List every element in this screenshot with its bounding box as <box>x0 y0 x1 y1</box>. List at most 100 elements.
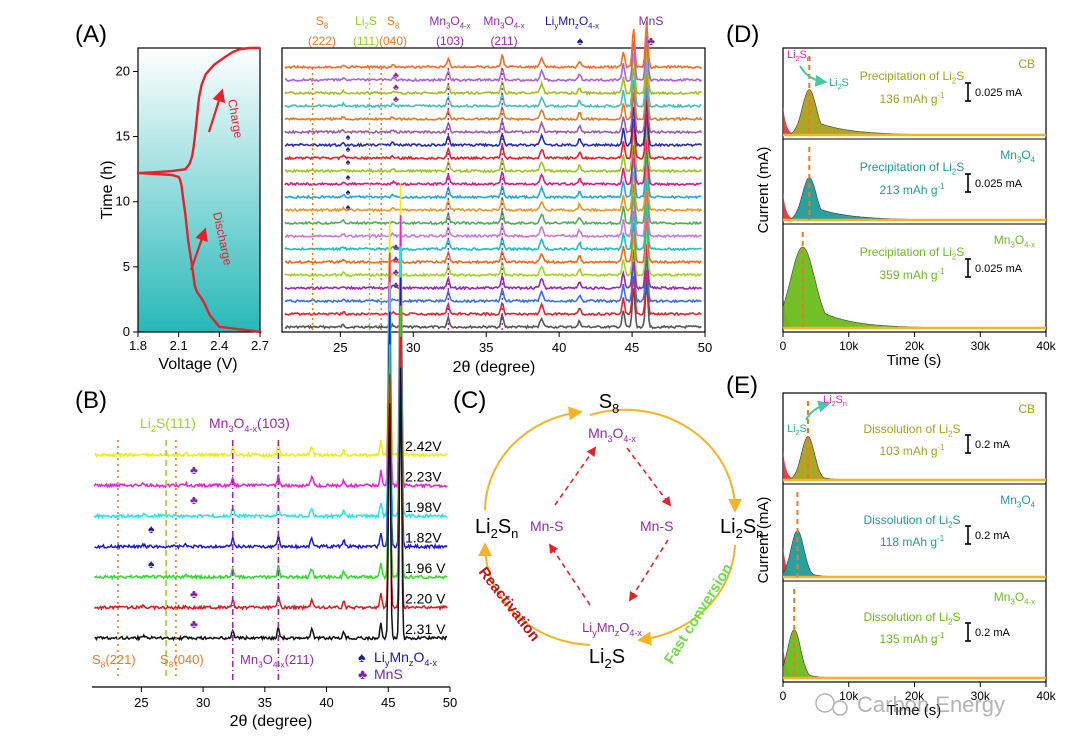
xrd-a-pattern <box>284 269 702 317</box>
xrd-a-pattern <box>284 61 702 109</box>
scale-bar-label: 0.2 mA <box>975 439 1011 451</box>
reflection-label: Mn3O4-x <box>429 14 470 30</box>
club-icon: ♣ <box>393 267 399 277</box>
xrd-a-pattern <box>284 255 702 304</box>
legend-mns: MnS <box>374 666 403 682</box>
xrd-a-pattern <box>284 203 702 252</box>
inset-to-label: Li2Sn <box>823 394 847 408</box>
xrd-a-pattern <box>284 113 702 161</box>
voltage-tick-label: 2.1 <box>170 338 188 353</box>
time-tick-label: 40k <box>1036 689 1056 703</box>
sample-name: CB <box>1018 57 1035 71</box>
club-icon: ♣ <box>393 94 399 104</box>
spade-icon: ♠ <box>346 157 351 167</box>
sample-name: Mn3O4-x <box>994 590 1035 606</box>
reflection-label: S8 <box>316 14 328 30</box>
mn3o4x-103-label: Mn3O4-x(103) <box>209 415 290 434</box>
xrd-a-tick-label: 40 <box>552 340 566 355</box>
node-li2s: Li2S <box>589 646 625 671</box>
initial-current-spike <box>783 450 797 480</box>
spade-icon: ♠ <box>577 34 584 48</box>
arrow-s8-to-li2sn <box>589 408 743 513</box>
conversion-arrow <box>805 400 831 421</box>
voltage-tick-label: 2.4 <box>210 338 228 353</box>
node-s8: S8 <box>599 391 620 416</box>
club-icon: ♣ <box>190 587 198 601</box>
process-caption: Dissolution of Li2S <box>863 513 960 529</box>
initial-current-spike <box>783 105 797 135</box>
node-mns-right: Mn-S <box>640 518 673 534</box>
time-tick-label: 10k <box>839 339 859 353</box>
capacity-label: 103 mAh g-1 <box>880 443 945 458</box>
xrd-a-pattern <box>284 243 703 291</box>
s8-221-label: S8(221) <box>92 652 136 670</box>
node-liymnzo4x: LiyMnzO4-x <box>582 620 642 638</box>
xrd-a-pattern <box>284 177 703 226</box>
panel-c-diagram: S8 Li2Sn Li2Sn Li2S Mn3O4-x Mn-S Mn-S Li… <box>475 391 764 671</box>
mn3o4x-211-label: Mn3O4-x(211) <box>240 652 314 670</box>
spade-icon: ♠ <box>346 132 351 142</box>
xrd-a-tick-label: 25 <box>333 340 347 355</box>
time-tick-label: 5 <box>123 259 130 274</box>
inset-from-label: Li2Sn <box>787 49 811 63</box>
sample-name: Mn3O4 <box>1000 493 1035 509</box>
xrd-a-xlabel: 2θ (degree) <box>453 359 536 376</box>
capacity-label: 213 mAh g-1 <box>880 182 945 197</box>
e-xlabel: Time (s) <box>887 702 941 719</box>
scale-bar-label: 0.025 mA <box>975 263 1023 275</box>
fast-conversion-label: Fast conversion <box>661 561 736 668</box>
dash-arrow-2 <box>628 539 669 602</box>
scale-bar-label: 0.2 mA <box>975 627 1011 639</box>
spade-icon: ♠ <box>148 557 155 571</box>
process-caption: Dissolution of Li2S <box>863 422 960 438</box>
xrd-a-pattern <box>284 99 703 148</box>
panel-a-voltage-profile: 1.8 2.1 2.4 2.7 0 5 10 15 20 Voltage (V) Time (h… <box>99 46 269 373</box>
charge-label: Charge <box>225 98 246 140</box>
xrd-a-pattern <box>284 47 702 96</box>
time-tick-label: 0 <box>123 324 130 339</box>
sample-name: Mn3O4-x <box>994 233 1035 249</box>
process-caption: Dissolution of Li2S <box>863 610 960 626</box>
panel-label-b: (B) <box>75 387 107 414</box>
time-tick-label: 10k <box>839 689 859 703</box>
inset-to-label: Li2S <box>829 77 849 91</box>
xrd-b-xlabel: 2θ (degree) <box>230 713 313 730</box>
time-tick-label: 20k <box>905 339 925 353</box>
club-icon: ♣ <box>358 666 367 682</box>
club-icon: ♣ <box>190 493 198 507</box>
capacity-label: 135 mAh g-1 <box>880 631 945 646</box>
time-tick-label: 40k <box>1036 339 1056 353</box>
xrd-a-pattern <box>284 73 703 122</box>
xrd-b-pattern <box>94 367 447 642</box>
time-ylabel: Time (h) <box>99 161 116 220</box>
node-li2sn-left: Li2Sn <box>475 516 518 541</box>
club-icon: ♣ <box>393 242 399 252</box>
xrd-a-pattern <box>284 125 702 174</box>
voltage-series-label: 1.82V <box>405 530 442 546</box>
phase-label-mns: MnS <box>639 14 664 28</box>
voltage-series-label: 1.96 V <box>405 560 446 576</box>
club-icon: ♣ <box>190 463 198 477</box>
scale-bar-label: 0.025 mA <box>975 178 1023 190</box>
time-tick-label: 15 <box>116 129 130 144</box>
xrd-a-pattern <box>284 21 702 70</box>
capacity-label: 136 mAh g-1 <box>880 91 945 106</box>
reflection-hkl: (111) <box>353 34 379 48</box>
voltage-series-label: 2.20 V <box>405 591 446 607</box>
reflection-hkl: (222) <box>308 34 336 48</box>
xrd-a-tick-label: 45 <box>625 340 639 355</box>
voltage-xlabel: Voltage (V) <box>158 356 237 373</box>
spade-icon: ♠ <box>358 649 366 665</box>
watermark: Carbon Energy <box>815 692 1005 717</box>
spade-icon: ♠ <box>346 172 351 182</box>
club-icon: ♣ <box>393 70 399 80</box>
voltage-series-label: 2.23V <box>405 469 442 485</box>
reflection-label: S8 <box>387 14 399 30</box>
xrd-b-tick-label: 25 <box>134 695 148 710</box>
dash-arrow-3 <box>548 543 591 606</box>
voltage-tick-label: 1.8 <box>129 338 147 353</box>
spade-icon: ♠ <box>346 187 351 197</box>
time-tick-label: 0 <box>780 689 787 703</box>
xrd-b-tick-label: 40 <box>319 695 333 710</box>
